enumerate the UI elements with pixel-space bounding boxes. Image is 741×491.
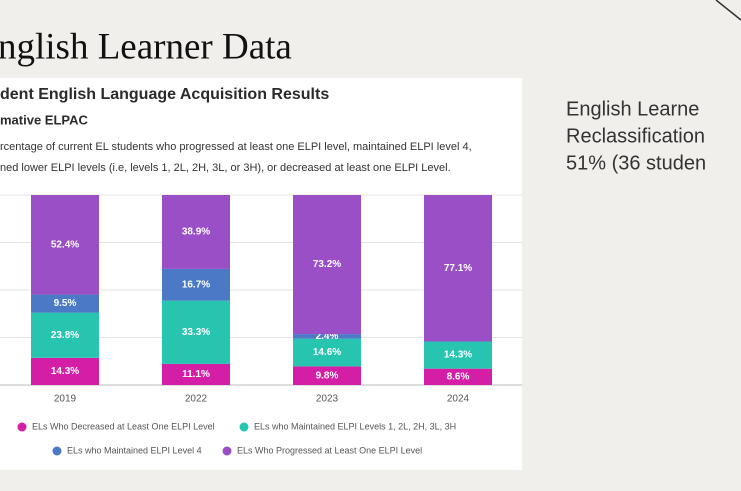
- bar-segment: [162, 300, 230, 364]
- legend-label: ELs Who Progressed at Least One ELPI Lev…: [237, 445, 422, 455]
- legend-label: ELs who Maintained ELPI Level 4: [67, 445, 202, 455]
- legend-swatch: [239, 422, 249, 432]
- bar-segment: [293, 366, 361, 385]
- data-label: 77.1%: [444, 263, 472, 274]
- bar-segment: [293, 334, 361, 339]
- side-text: English Learne: [566, 98, 699, 120]
- data-label: 14.6%: [313, 347, 341, 358]
- chart-title: dent English Language Acquisition Result…: [0, 86, 329, 103]
- x-tick-label: 2019: [54, 394, 77, 405]
- data-label: 52.4%: [51, 239, 79, 250]
- data-label: 11.1%: [182, 369, 210, 380]
- bar-segment: [424, 368, 492, 385]
- x-tick-label: 2023: [316, 394, 339, 405]
- data-label: 9.8%: [316, 370, 339, 381]
- side-text: Reclassification: [566, 125, 705, 147]
- legend-label: ELs Who Decreased at Least One ELPI Leve…: [32, 421, 215, 431]
- data-label: 8.6%: [447, 371, 470, 382]
- data-label: 16.7%: [182, 279, 210, 290]
- bar-segment: [424, 341, 492, 369]
- bar-segment: [424, 195, 492, 342]
- bar-segment: [31, 357, 99, 385]
- legend-label: ELs who Maintained ELPI Levels 1, 2L, 2H…: [254, 421, 456, 431]
- chart-description: rcentage of current EL students who prog…: [0, 141, 472, 153]
- bar-segment: [293, 338, 361, 367]
- x-tick-label: 2024: [447, 394, 470, 405]
- data-label: 9.5%: [54, 298, 77, 309]
- bar-segment: [162, 195, 230, 269]
- slide-title: nglish Learner Data: [0, 26, 292, 67]
- chart-subtitle: mative ELPAC: [0, 112, 89, 127]
- data-label: 38.9%: [182, 227, 210, 238]
- bar-segment: [31, 294, 99, 313]
- legend-swatch: [222, 446, 232, 456]
- data-label: 2.4%: [316, 331, 339, 342]
- chart-description: ned lower ELPI levels (i.e, levels 1, 2L…: [0, 162, 451, 174]
- data-label: 73.2%: [313, 259, 341, 270]
- bar-segment: [31, 195, 99, 295]
- bar-segment: [162, 363, 230, 385]
- data-label: 33.3%: [182, 327, 210, 338]
- decor-line: [715, 0, 741, 21]
- legend-swatch: [17, 422, 27, 432]
- data-label: 14.3%: [51, 366, 79, 377]
- bar-segment: [293, 195, 361, 335]
- data-label: 14.3%: [444, 350, 472, 361]
- x-tick-label: 2022: [185, 394, 208, 405]
- legend-swatch: [52, 446, 62, 456]
- bar-segment: [162, 268, 230, 301]
- data-label: 23.8%: [51, 330, 79, 341]
- bar-segment: [31, 312, 99, 358]
- side-text: 51% (36 studen: [566, 152, 706, 174]
